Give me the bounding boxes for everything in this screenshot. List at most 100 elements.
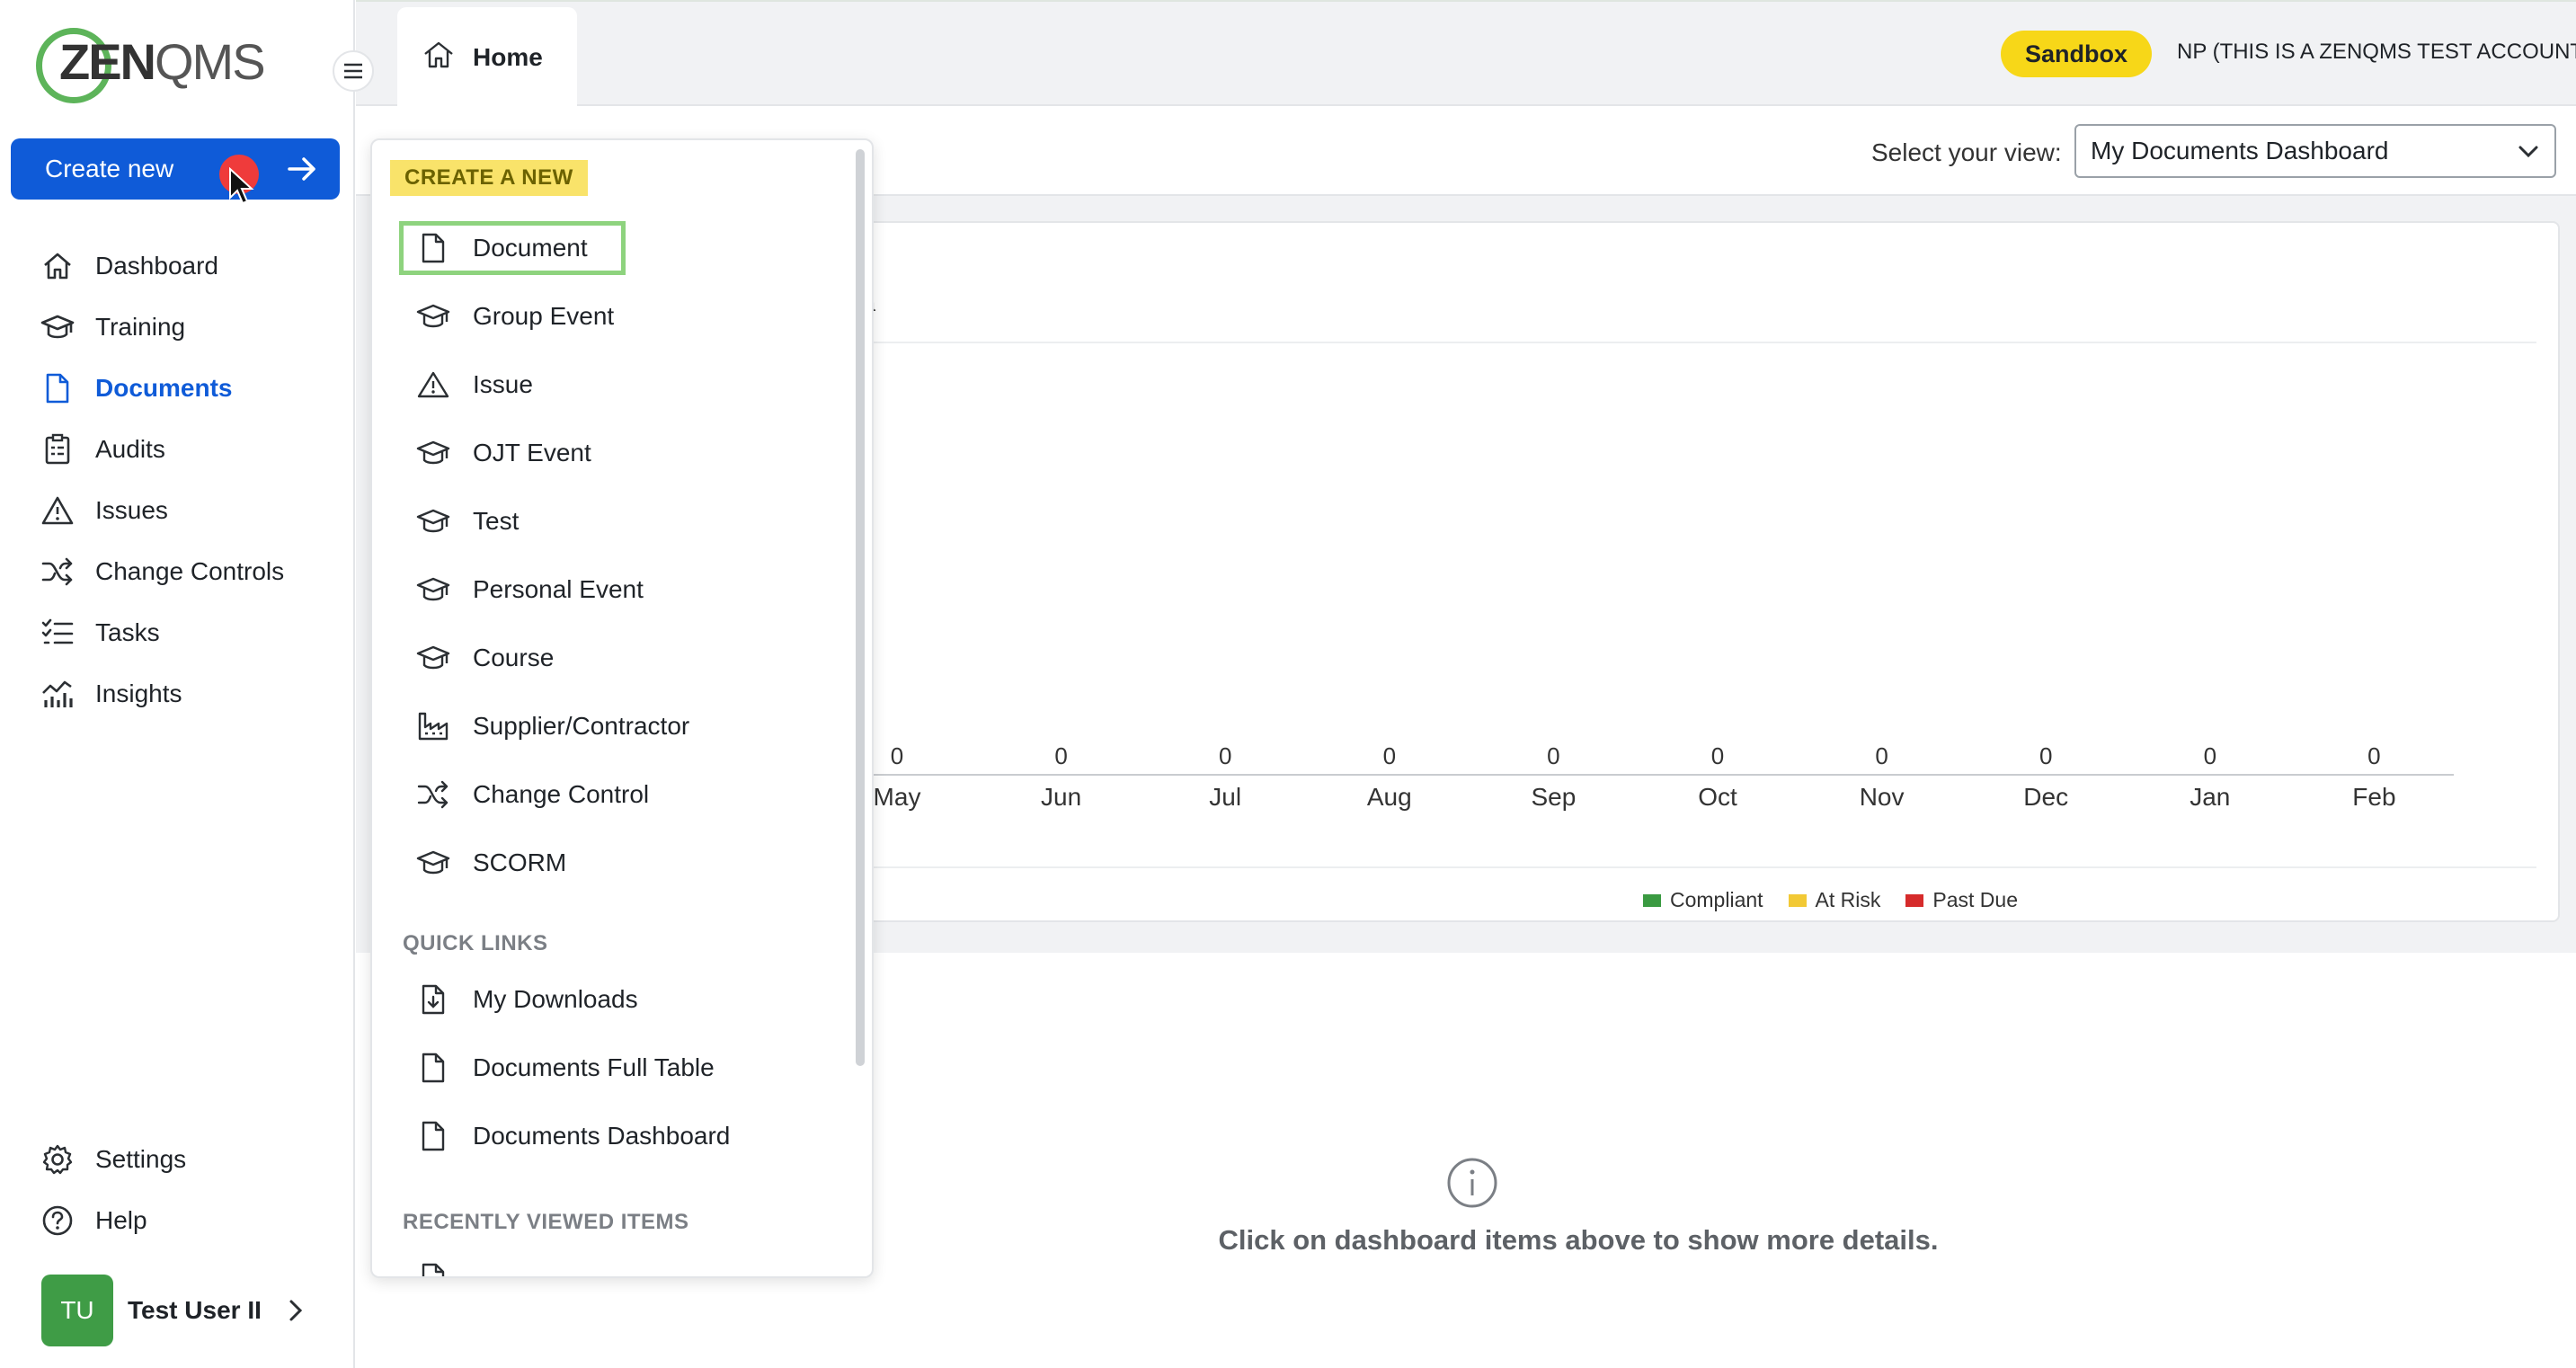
menu-scrollbar[interactable]: [856, 149, 865, 1066]
x-tick-label: Aug: [1367, 783, 1412, 811]
documents-chart: 0 May 0 Jun 0 Jul 0 Aug 0 Sep 0 Oct 0 Nov 0 Dec 0 Jan 0 Feb: [861, 742, 2454, 811]
sidebar-item-help[interactable]: Help: [0, 1190, 351, 1251]
sidebar-item-label: Documents: [95, 374, 233, 402]
bar-total-label: 0: [1219, 742, 1231, 769]
chart-legend: Compliant At Risk Past Due: [1643, 888, 2043, 912]
menu-item-personal-event[interactable]: Personal Event: [399, 563, 644, 617]
graduation-cap-icon: [415, 845, 451, 881]
menu-item-label: My Downloads: [473, 985, 638, 1013]
menu-item-ojt-event[interactable]: OJT Event: [399, 426, 591, 480]
menu-item-scorm[interactable]: SCORM: [399, 836, 566, 890]
menu-item-label: SCORM: [473, 848, 567, 876]
sidebar-item-insights[interactable]: Insights: [0, 663, 351, 724]
bar-total-label: 0: [1547, 742, 1559, 769]
menu-item-change-control[interactable]: Change Control: [399, 768, 649, 822]
sidebar-bottom-nav: Settings Help: [0, 1129, 351, 1251]
sidebar-item-label: Tasks: [95, 618, 160, 646]
menu-item-test[interactable]: Test: [399, 494, 519, 548]
sidebar-item-label: Help: [95, 1206, 147, 1234]
sidebar-item-documents[interactable]: Documents: [0, 358, 351, 419]
sidebar-item-label: Settings: [95, 1145, 187, 1173]
account-name[interactable]: NP (THIS IS A ZENQMS TEST ACCOUNT): [2177, 40, 2576, 64]
info-icon: [1447, 1158, 1497, 1208]
menu-item-supplier-contractor[interactable]: Supplier/Contractor: [399, 699, 689, 753]
chart-icon: [40, 676, 76, 712]
menu-item-documents-full-table[interactable]: Documents Full Table: [399, 1041, 715, 1095]
legend-item-compliant[interactable]: Compliant: [1643, 888, 1763, 912]
sidebar-item-audits[interactable]: Audits: [0, 419, 351, 480]
legend-item-at-risk[interactable]: At Risk: [1788, 888, 1881, 912]
sidebar-item-label: Training: [95, 313, 186, 341]
bar-total-label: 0: [1875, 742, 1888, 769]
download-doc-icon: [415, 982, 451, 1017]
graduation-cap-icon: [415, 435, 451, 471]
x-tick-label: Feb: [2352, 783, 2395, 811]
sidebar-item-label: Issues: [95, 496, 168, 524]
menu-item-documents-dashboard[interactable]: Documents Dashboard: [399, 1109, 730, 1163]
legend-item-past-due[interactable]: Past Due: [1905, 888, 2018, 912]
graduation-cap-icon: [415, 572, 451, 608]
help-icon: [40, 1203, 76, 1239]
create-new-button[interactable]: Create new: [11, 138, 340, 200]
hamburger-icon: [344, 63, 362, 79]
sidebar-nav: Dashboard Training Documents Audits Issu…: [0, 235, 351, 724]
menu-item-label: Group Event: [473, 302, 615, 330]
menu-item-my-downloads[interactable]: My Downloads: [399, 973, 638, 1026]
menu-item-issue[interactable]: Issue: [399, 358, 533, 412]
shuffle-icon: [415, 777, 451, 813]
sidebar-item-change-controls[interactable]: Change Controls: [0, 541, 351, 602]
bar-total-label: 0: [1383, 742, 1396, 769]
sidebar-item-label: Change Controls: [95, 557, 285, 585]
tab-home[interactable]: Home: [397, 7, 577, 108]
x-tick-label: Jan: [2190, 783, 2230, 811]
sidebar-item-settings[interactable]: Settings: [0, 1129, 351, 1190]
graduation-cap-icon: [415, 298, 451, 334]
x-tick-label: Dec: [2023, 783, 2068, 811]
document-icon: [415, 1260, 451, 1276]
mouse-cursor-icon: [229, 167, 254, 205]
sidebar-item-tasks[interactable]: Tasks: [0, 602, 351, 663]
x-tick-label: May: [874, 783, 921, 811]
sidebar-item-label: Insights: [95, 680, 182, 707]
menu-item-label: Change Control: [473, 780, 650, 808]
avatar: TU: [41, 1275, 113, 1346]
sidebar-item-issues[interactable]: Issues: [0, 480, 351, 541]
create-new-label: Create new: [45, 155, 174, 182]
legend-divider: [376, 866, 2536, 868]
clipboard-icon: [40, 431, 76, 467]
bar-total-label: 0: [891, 742, 903, 769]
sidebar-item-training[interactable]: Training: [0, 297, 351, 358]
document-icon: [415, 1050, 451, 1086]
sidebar-item-dashboard[interactable]: Dashboard: [0, 235, 351, 297]
menu-item-course[interactable]: Course: [399, 631, 554, 685]
user-menu[interactable]: TU Test User II: [41, 1275, 305, 1346]
warning-icon: [415, 367, 451, 403]
arrow-right-icon: [288, 157, 315, 181]
tab-label: Home: [473, 43, 543, 71]
x-tick-label: Sep: [1531, 783, 1576, 811]
legend-swatch: [1788, 893, 1807, 907]
user-name: Test User II: [128, 1296, 262, 1324]
x-tick-label: Jun: [1041, 783, 1081, 811]
menu-item-document[interactable]: Document: [399, 221, 626, 275]
bar-total-label: 0: [2367, 742, 2380, 769]
collapse-sidebar-button[interactable]: [333, 50, 374, 92]
bar-total-label: 0: [2204, 742, 2216, 769]
warning-icon: [40, 493, 76, 529]
x-tick-label: Jul: [1209, 783, 1241, 811]
menu-item-label: Issue: [473, 370, 533, 398]
menu-item-label: OJT Event: [473, 439, 591, 466]
menu-item-recent-partial[interactable]: [399, 1251, 473, 1276]
x-tick-label: Nov: [1860, 783, 1905, 811]
menu-item-label: Documents Dashboard: [473, 1122, 731, 1150]
menu-item-label: Documents Full Table: [473, 1053, 715, 1081]
legend-label: At Risk: [1815, 888, 1881, 911]
chevron-right-icon: [289, 1300, 302, 1321]
quick-links-section-label: QUICK LINKS: [403, 931, 548, 955]
menu-item-group-event[interactable]: Group Event: [399, 289, 614, 343]
legend-label: Compliant: [1670, 888, 1763, 911]
zenqms-logo[interactable]: ZENQMS: [36, 25, 266, 106]
view-select[interactable]: My Documents Dashboard: [2074, 124, 2556, 178]
menu-item-label: Document: [473, 234, 588, 262]
sidebar: ZENQMS Create new Dashboard Training Doc…: [0, 0, 355, 1368]
